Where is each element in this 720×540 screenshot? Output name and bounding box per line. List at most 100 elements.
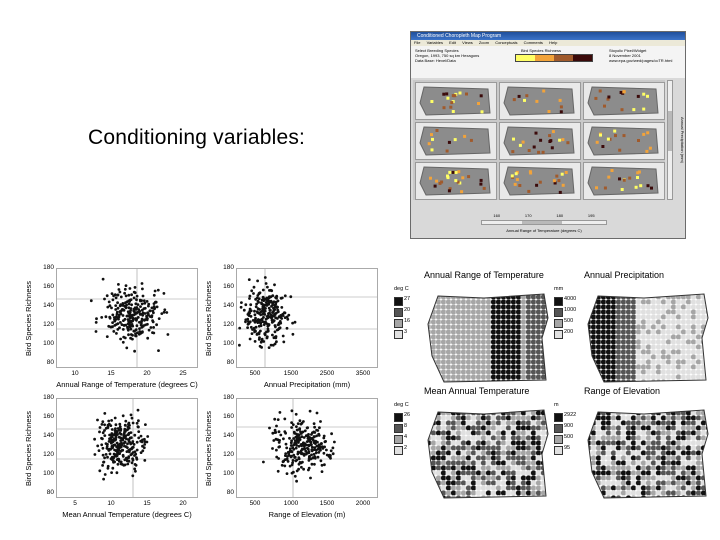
map-panel[interactable]: [583, 162, 665, 200]
hexagon-cell: [645, 329, 652, 335]
hexagon-cell: [640, 415, 647, 421]
hexagon-cell: [655, 410, 662, 411]
hexagon-cell: [455, 339, 462, 345]
menu-file[interactable]: File: [414, 40, 421, 45]
data-point: [316, 455, 320, 459]
slider-thumb[interactable]: [668, 111, 672, 151]
map-panel[interactable]: [583, 122, 665, 160]
map-panel[interactable]: [415, 82, 497, 120]
menu-views[interactable]: Views: [462, 40, 473, 45]
map-panel[interactable]: [583, 82, 665, 120]
hexagon-cell: [630, 299, 637, 305]
data-point: [105, 335, 109, 338]
hexagon-cell: [705, 299, 708, 305]
data-point: [263, 313, 267, 316]
hexagon-cell: [520, 470, 527, 476]
hexagon-cell: [695, 485, 702, 491]
menu-edit[interactable]: Edit: [449, 40, 456, 45]
hexagon-cell: [630, 314, 637, 320]
menu-variables[interactable]: Variables: [426, 40, 443, 45]
menu-zoom[interactable]: Zoom: [478, 40, 490, 45]
data-point: [322, 436, 326, 440]
hexagon-cell: [545, 299, 548, 305]
data-point: [122, 324, 126, 327]
hexagon-cell: [640, 329, 647, 335]
data-point: [312, 452, 316, 456]
hexagon-cell: [705, 450, 708, 456]
hexagon-cell: [595, 344, 602, 350]
map-panel[interactable]: [499, 122, 581, 160]
hexagon-cell: [588, 299, 592, 305]
hexagon-cell: [605, 480, 612, 486]
map-panel[interactable]: [499, 162, 581, 200]
hexagon-cell: [620, 334, 627, 340]
hexagon-cell: [515, 369, 522, 375]
hexagon-cell: [610, 169, 614, 172]
hexagon-cell: [505, 480, 512, 486]
hexagon-cell: [435, 425, 442, 431]
hexagon-cell: [680, 435, 687, 441]
data-point: [277, 457, 280, 460]
hexagon-cell: [590, 334, 597, 340]
hexagon-cell: [525, 470, 532, 476]
map-panel[interactable]: [415, 162, 497, 200]
hexagon-cell: [535, 435, 542, 441]
hexagon-cell: [435, 460, 442, 466]
legend-swatch: [394, 413, 403, 422]
menu-conceptuals[interactable]: Conceptuals: [495, 40, 518, 45]
hexagon-cell: [615, 309, 622, 315]
hexagon-cell: [530, 490, 537, 496]
color-swatch: [554, 55, 573, 61]
hexagon-cell: [435, 294, 442, 295]
hexagon-cell: [625, 460, 632, 466]
hexagon-cell: [515, 450, 522, 456]
hexagon-cell: [485, 450, 492, 456]
hexagon-cell: [655, 440, 662, 446]
map-legend: 26 8 4 2: [394, 412, 424, 456]
hexagon-cell: [605, 324, 612, 330]
hexagon-cell: [660, 304, 667, 310]
hexagon-cell: [520, 455, 527, 461]
hexagon-cell: [665, 410, 672, 411]
vertical-condition-slider[interactable]: [667, 80, 673, 200]
hexagon-cell: [660, 319, 667, 325]
hexagon-cell: [685, 314, 692, 320]
hexagon-cell: [665, 339, 672, 345]
legend-item: 3: [394, 329, 424, 339]
menu-help[interactable]: Help: [549, 40, 558, 45]
data-point: [145, 314, 148, 318]
hexagon-cell: [440, 324, 447, 330]
hexagon-cell: [660, 344, 667, 350]
data-point: [274, 335, 277, 339]
hexagon-cell: [510, 440, 517, 446]
data-point: [148, 309, 152, 313]
hexagon-cell: [428, 485, 432, 491]
hexagon-cell: [645, 425, 652, 431]
hexagon-cell: [490, 309, 497, 315]
slider-thumb[interactable]: [522, 221, 562, 224]
hexagon-cell: [428, 294, 432, 295]
horizontal-slider-label: Annual Range of Temperature (degrees C): [506, 228, 582, 233]
hexagon-cell: [635, 294, 642, 295]
data-point: [274, 304, 277, 308]
data-point: [268, 289, 271, 292]
horizontal-condition-slider[interactable]: [481, 220, 607, 225]
hexagon-cell: [430, 324, 437, 330]
hexagon-cell: [500, 329, 507, 335]
hexagon-cell: [454, 171, 458, 174]
hexagon-cell: [695, 329, 702, 335]
hexagon-cell: [495, 309, 502, 315]
data-point: [275, 340, 278, 344]
hexagon-cell: [695, 374, 702, 380]
hexagon-cell: [655, 339, 662, 345]
map-panel[interactable]: [415, 122, 497, 160]
hexagon-cell: [650, 304, 657, 310]
hexagon-cell: [428, 354, 432, 360]
hexagon-cell: [445, 304, 452, 310]
data-point: [134, 469, 137, 473]
hexagon-cell: [500, 339, 507, 345]
hexagon-cell: [670, 304, 677, 310]
hexagon-cell: [440, 415, 447, 421]
menu-comments[interactable]: Comments: [523, 40, 543, 45]
map-panel[interactable]: [499, 82, 581, 120]
